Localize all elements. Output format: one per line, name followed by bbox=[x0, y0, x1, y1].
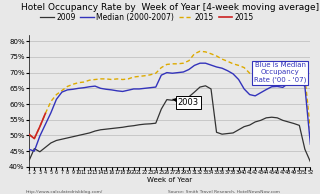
Median (2000-2007) bbox=[165, 71, 169, 74]
2009 bbox=[308, 161, 312, 163]
2009 bbox=[126, 125, 130, 127]
Median (2000-2007) bbox=[220, 67, 224, 69]
2015 bbox=[181, 62, 185, 64]
2009 bbox=[159, 108, 163, 110]
2015 bbox=[198, 50, 202, 52]
Median (2000-2007) bbox=[132, 88, 136, 90]
2009 bbox=[204, 85, 207, 87]
2015 bbox=[27, 133, 31, 135]
2015 bbox=[32, 137, 36, 140]
X-axis label: Week of Year: Week of Year bbox=[147, 177, 192, 183]
Text: 2003: 2003 bbox=[173, 98, 199, 107]
Text: Blue is Median
Occupancy
Rate ('00 - '07): Blue is Median Occupancy Rate ('00 - '07… bbox=[254, 62, 306, 83]
2015 bbox=[308, 129, 312, 131]
2009 bbox=[292, 122, 296, 125]
Text: Source: Smith Travel Research, HotelNewsNow.com: Source: Smith Travel Research, HotelNews… bbox=[168, 190, 280, 194]
Title: Hotel Occupancy Rate by  Week of Year [4-week moving average]: Hotel Occupancy Rate by Week of Year [4-… bbox=[20, 3, 319, 12]
2015 bbox=[44, 112, 47, 115]
2015 bbox=[132, 76, 136, 78]
Text: http://www.calculatedriskblog.com/: http://www.calculatedriskblog.com/ bbox=[25, 190, 103, 194]
2015 bbox=[209, 53, 213, 55]
Median (2000-2007) bbox=[54, 98, 58, 100]
2015 bbox=[38, 126, 42, 128]
Legend: 2009, Median (2000-2007), 2015, 2015: 2009, Median (2000-2007), 2015, 2015 bbox=[37, 10, 257, 25]
Line: 2015: 2015 bbox=[29, 51, 310, 139]
2009 bbox=[49, 142, 53, 144]
Median (2000-2007) bbox=[32, 150, 36, 152]
Line: Median (2000-2007): Median (2000-2007) bbox=[29, 63, 310, 151]
Median (2000-2007) bbox=[27, 148, 31, 150]
2009 bbox=[198, 86, 202, 88]
Line: 2009: 2009 bbox=[29, 86, 310, 162]
Median (2000-2007) bbox=[198, 62, 202, 64]
Median (2000-2007) bbox=[181, 71, 185, 73]
2009 bbox=[215, 131, 219, 133]
2015 bbox=[54, 94, 58, 96]
2015 bbox=[27, 133, 31, 135]
2009 bbox=[27, 160, 31, 162]
Median (2000-2007) bbox=[209, 64, 213, 66]
2015 bbox=[165, 63, 169, 66]
Line: 2015: 2015 bbox=[29, 113, 45, 139]
2015 bbox=[32, 137, 36, 140]
2015 bbox=[220, 58, 224, 60]
Median (2000-2007) bbox=[308, 143, 312, 145]
